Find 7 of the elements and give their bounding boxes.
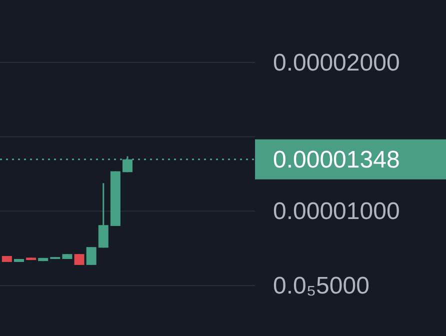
y-tick-label: 0.00001000 (273, 198, 400, 225)
candlestick (86, 246, 96, 266)
candlestick (98, 182, 108, 248)
ref-line-label: 0.00001348 (273, 146, 400, 173)
y-tick-label: 0.00002000 (273, 48, 400, 76)
y-tick-label: 0.0₅5000 (273, 272, 370, 299)
candlestick (74, 253, 84, 266)
